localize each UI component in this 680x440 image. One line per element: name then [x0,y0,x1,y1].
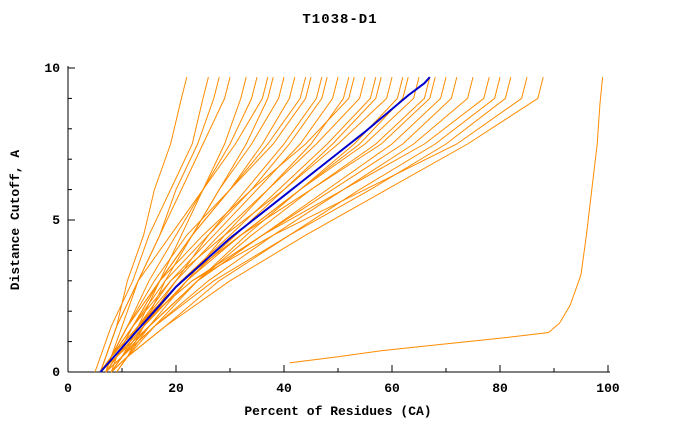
x-tick-label: 80 [492,381,508,396]
chart-title: T1038-D1 [302,12,378,28]
model-curve [105,76,512,373]
x-tick-label: 60 [384,381,400,396]
model-curve [99,76,528,373]
y-tick-label: 0 [52,365,60,380]
model-curve [110,76,431,373]
x-tick-label: 100 [596,381,620,396]
model-curve [110,76,377,373]
x-tick-label: 40 [276,381,292,396]
reference-curve [99,76,431,373]
x-tick-label: 20 [168,381,184,396]
y-tick-label: 10 [44,61,60,76]
model-curve [99,76,307,373]
model-curve [105,76,355,373]
x-tick-label: 0 [64,381,72,396]
outlier-model-curve [289,77,604,364]
model-curve [99,76,393,373]
y-tick-label: 5 [52,213,60,228]
model-curve [94,76,209,373]
model-curve [99,76,231,373]
model-curve [110,76,544,373]
x-axis-label: Percent of Residues (CA) [244,404,432,419]
model-curve [105,76,436,373]
model-curve [105,76,220,373]
model-curve [110,76,404,373]
model-curve [99,76,188,373]
model-curve [99,76,269,373]
